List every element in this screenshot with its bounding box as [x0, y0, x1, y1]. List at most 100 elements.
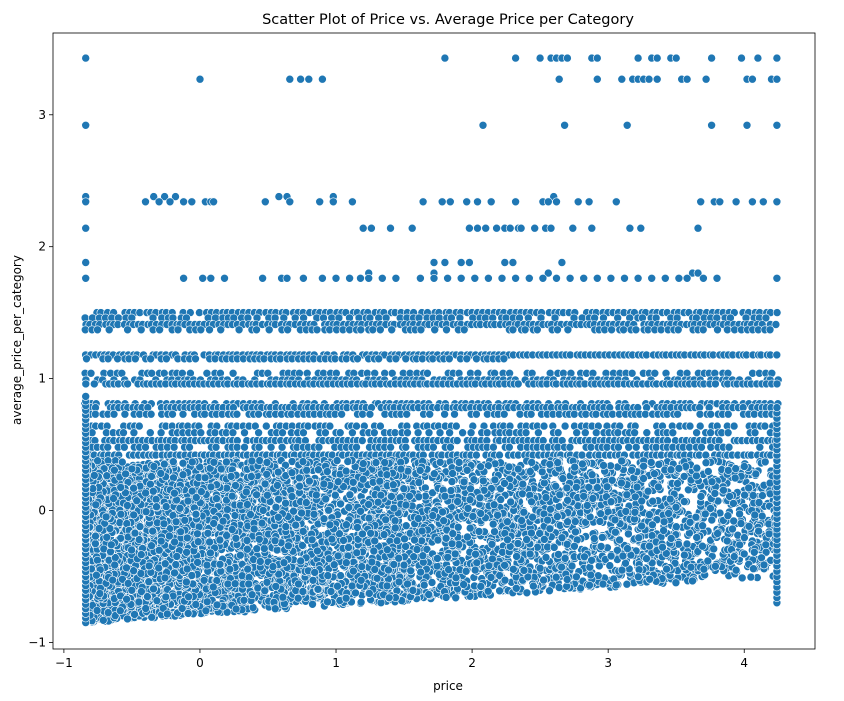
data-point	[486, 197, 496, 207]
data-point	[258, 273, 267, 283]
data-point	[456, 273, 466, 283]
data-point	[154, 197, 164, 207]
data-point	[425, 409, 435, 419]
data-point	[592, 53, 602, 63]
data-point	[93, 325, 102, 335]
data-point	[627, 368, 637, 378]
data-point	[356, 273, 365, 283]
data-point	[563, 325, 573, 335]
data-point	[403, 428, 412, 438]
data-point	[765, 325, 775, 335]
data-point	[723, 428, 733, 438]
data-point	[611, 197, 621, 207]
data-point	[429, 258, 439, 267]
data-point	[386, 223, 395, 233]
data-point	[553, 325, 562, 335]
data-point	[673, 409, 682, 419]
data-point	[723, 325, 732, 335]
data-point	[771, 320, 781, 329]
data-point	[391, 354, 401, 364]
data-point	[196, 428, 206, 438]
data-point	[530, 223, 540, 233]
data-point	[565, 442, 575, 452]
data-point	[481, 223, 491, 233]
data-point	[81, 379, 91, 389]
data-point	[693, 268, 703, 278]
data-point	[579, 273, 589, 283]
data-point	[81, 121, 90, 130]
data-point	[707, 53, 716, 63]
data-point	[668, 428, 678, 438]
data-point	[299, 273, 308, 283]
data-point	[260, 197, 270, 207]
data-point	[633, 53, 643, 63]
data-point	[568, 223, 578, 233]
data-point	[504, 442, 514, 452]
data-point	[685, 421, 695, 431]
data-point	[364, 273, 374, 283]
data-point	[285, 197, 295, 207]
data-point	[650, 368, 660, 378]
data-point	[581, 409, 591, 419]
data-point	[232, 409, 242, 419]
data-point	[534, 428, 543, 438]
data-point	[587, 223, 597, 233]
data-point	[369, 428, 379, 438]
data-point	[165, 197, 175, 207]
data-point	[521, 428, 531, 438]
data-point	[252, 325, 261, 335]
data-point	[624, 442, 634, 452]
data-point	[500, 258, 510, 267]
data-point	[592, 74, 602, 84]
data-point	[220, 273, 229, 283]
data-point	[647, 273, 657, 283]
data-point	[90, 379, 99, 389]
data-point	[416, 273, 425, 283]
data-point	[699, 273, 708, 283]
data-point	[328, 197, 338, 207]
data-point	[162, 354, 171, 364]
data-point	[560, 121, 569, 130]
data-point	[552, 273, 561, 283]
data-point	[368, 325, 378, 335]
data-point	[758, 197, 768, 207]
data-point	[505, 223, 515, 233]
data-point	[652, 74, 662, 84]
data-point	[82, 354, 91, 364]
data-point	[535, 53, 545, 63]
data-point	[312, 325, 322, 335]
data-point	[318, 74, 327, 84]
data-point	[277, 442, 287, 452]
data-point	[423, 368, 432, 378]
data-point	[452, 436, 462, 445]
data-point	[470, 273, 480, 283]
data-point	[119, 428, 128, 438]
data-point	[573, 197, 583, 207]
data-point	[416, 325, 426, 335]
data-point	[205, 325, 214, 335]
data-point	[465, 223, 474, 233]
data-point	[278, 428, 287, 438]
data-point	[345, 273, 354, 283]
data-point	[240, 428, 249, 438]
data-point	[553, 428, 563, 438]
data-point	[459, 325, 469, 335]
data-point	[473, 197, 482, 207]
data-point	[748, 74, 757, 84]
data-point	[495, 450, 504, 460]
data-point	[526, 409, 536, 419]
data-point	[499, 409, 509, 419]
data-point	[472, 354, 481, 364]
data-point	[499, 354, 509, 364]
data-point	[136, 325, 146, 335]
data-point	[387, 325, 397, 335]
data-point	[742, 121, 752, 130]
data-point	[607, 325, 616, 335]
data-point	[367, 223, 376, 233]
data-point	[614, 442, 623, 452]
data-points	[80, 53, 783, 627]
data-point	[706, 428, 715, 438]
data-point	[198, 273, 207, 283]
data-point	[569, 409, 579, 419]
data-point	[532, 325, 542, 335]
